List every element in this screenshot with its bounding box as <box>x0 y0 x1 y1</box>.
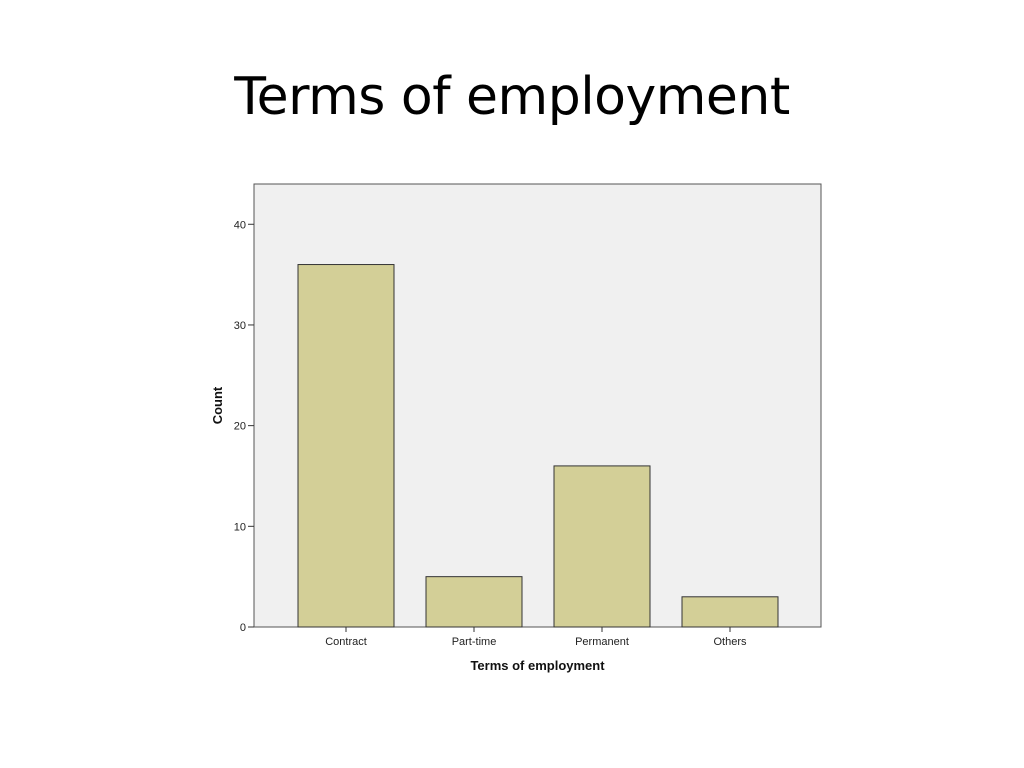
y-tick-label: 10 <box>234 521 246 533</box>
x-tick-label: Contract <box>325 636 367 648</box>
bars-group <box>297 264 779 628</box>
bar-others <box>681 596 779 628</box>
y-tick-label: 40 <box>234 219 246 231</box>
bar-part-time <box>425 576 523 628</box>
x-tick-label: Others <box>713 636 747 648</box>
x-tick-label: Permanent <box>575 636 629 648</box>
y-tick-label: 30 <box>234 320 246 332</box>
bar-permanent <box>553 465 651 628</box>
y-axis: 0 10 20 30 40 <box>234 219 254 634</box>
x-axis: Contract Part-time Permanent Others <box>325 627 747 648</box>
slide-title: Terms of employment <box>234 67 790 127</box>
bar-contract <box>297 264 395 628</box>
y-axis-title: Count <box>210 386 225 424</box>
y-tick-label: 0 <box>240 622 246 634</box>
y-tick-label: 20 <box>234 421 246 433</box>
x-axis-title: Terms of employment <box>470 658 605 673</box>
x-tick-label: Part-time <box>452 636 497 648</box>
